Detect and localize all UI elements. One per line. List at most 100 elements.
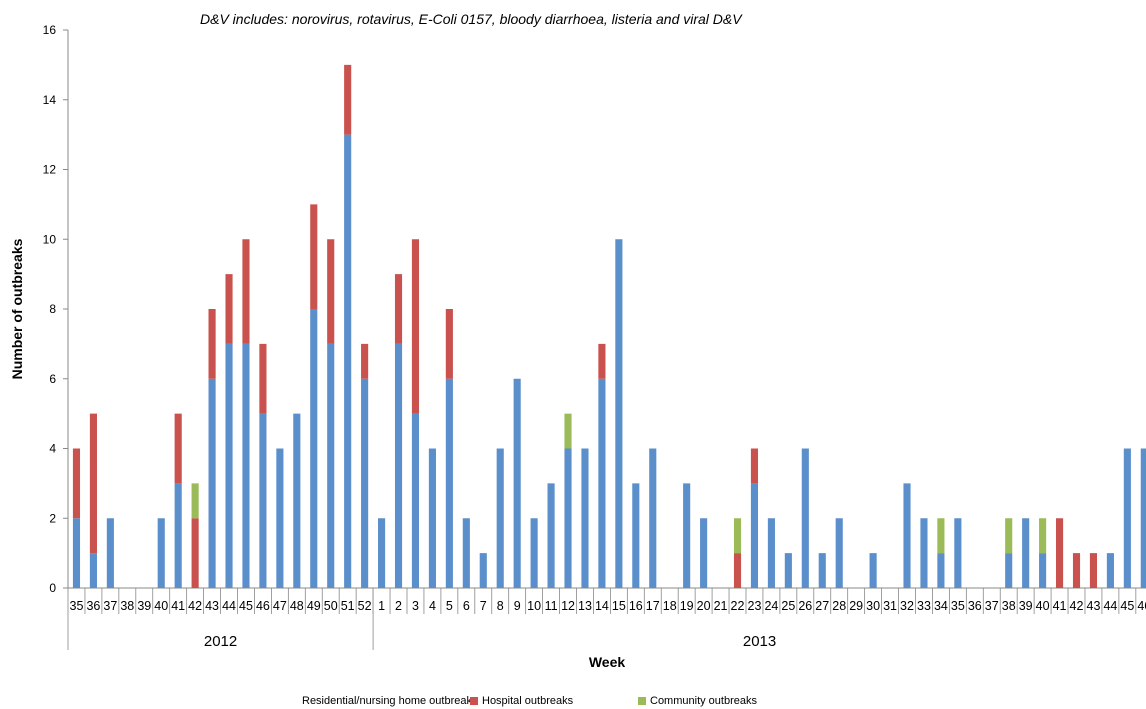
x-tick-label: 44 [1103,599,1117,613]
y-tick-label: 10 [43,232,57,246]
x-tick-label: 13 [578,599,592,613]
x-tick-label: 48 [290,599,304,613]
x-tick-label: 24 [764,599,778,613]
bar-segment [174,483,182,588]
bar-segment [310,309,318,588]
bar-segment [1072,553,1081,588]
bar-segment [1039,518,1047,554]
x-tick-label: 37 [985,599,999,613]
bar-segment [411,413,420,588]
chart-note: D&V includes: norovirus, rotavirus, E-Co… [200,11,742,27]
bar-segment [242,343,250,588]
bar-segment [1022,518,1030,588]
x-tick-label: 30 [866,599,880,613]
bar-segment [598,378,606,588]
x-tick-label: 45 [239,599,253,613]
bar-segment [191,483,199,519]
bar-segment [361,378,369,588]
bar-segment [106,518,114,588]
x-tick-label: 41 [1053,599,1067,613]
bar-segment [361,343,369,379]
group-label: 2013 [743,633,776,650]
bar-segment [1005,553,1013,588]
bar-segment [581,448,589,588]
bar-segment [72,518,81,588]
x-tick-label: 23 [748,599,762,613]
x-axis-title: Week [589,654,626,670]
bar-segment [157,518,165,588]
bar-segment [310,204,318,309]
bar-segment [208,378,216,588]
x-tick-label: 49 [307,599,321,613]
x-tick-label: 6 [463,599,470,613]
bar-segment [700,518,708,588]
bar-segment [496,448,504,588]
bar-segment [242,239,250,344]
y-tick-label: 8 [49,302,56,316]
bar-segment [327,239,335,344]
bar-segment [276,448,284,588]
x-tick-label: 20 [697,599,711,613]
bar-segment [1140,448,1146,588]
bar-segment [1039,553,1047,588]
x-tick-label: 36 [86,599,100,613]
x-tick-label: 11 [545,599,558,613]
bar-segment [1005,518,1013,554]
x-tick-label: 41 [171,599,185,613]
bar-segment [937,518,945,554]
x-tick-label: 46 [1137,599,1146,613]
bar-segment [835,518,843,588]
x-tick-label: 26 [798,599,812,613]
group-label: 2012 [204,633,237,650]
bar-segment [445,309,453,379]
x-tick-label: 42 [188,599,202,613]
x-tick-label: 38 [120,599,134,613]
x-tick-label: 32 [900,599,914,613]
bar-segment [564,448,572,588]
x-tick-label: 27 [815,599,829,613]
x-tick-label: 16 [629,599,643,613]
bar-segment [801,448,809,588]
bar-segment [954,518,962,588]
bar-segment [750,448,759,484]
bar-segment [513,378,521,588]
legend-label-hospital: Hospital outbreaks [482,695,574,707]
x-tick-label: 45 [1120,599,1134,613]
x-tick-label: 17 [646,599,660,613]
bar-segment [259,413,267,588]
bar-segment [750,483,759,588]
x-tick-label: 43 [1087,599,1101,613]
x-tick-label: 31 [883,599,897,613]
bar-segment [378,518,386,588]
bar-segment [191,518,199,588]
x-tick-label: 38 [1002,599,1016,613]
x-tick-label: 50 [324,599,338,613]
bar-segment [615,239,623,588]
x-tick-label: 39 [137,599,151,613]
bar-segment [937,553,945,588]
x-tick-label: 40 [154,599,168,613]
x-tick-label: 46 [256,599,270,613]
bar-segment [225,274,233,344]
bar-segment [649,448,657,588]
bar-segment [89,553,97,588]
bar-segment [1055,518,1064,588]
bar-segment [411,239,420,414]
x-tick-label: 52 [358,599,372,613]
x-tick-label: 40 [1036,599,1050,613]
y-tick-label: 4 [49,442,56,456]
x-tick-label: 44 [222,599,236,613]
x-tick-label: 25 [781,599,795,613]
bar-segment [293,413,301,588]
bar-segment [547,483,555,588]
x-tick-label: 43 [205,599,219,613]
bar-segment [462,518,470,588]
x-tick-label: 14 [595,599,609,613]
x-tick-label: 19 [680,599,694,613]
x-tick-label: 35 [70,599,84,613]
bar-segment [72,448,81,519]
x-tick-label: 22 [731,599,745,613]
legend-label-community: Community outbreaks [650,695,757,707]
x-tick-label: 47 [273,599,287,613]
